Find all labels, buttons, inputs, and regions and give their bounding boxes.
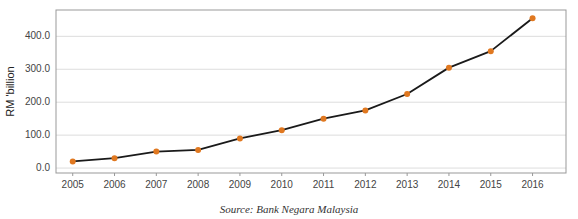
x-tick — [490, 173, 491, 176]
plot-frame — [56, 10, 566, 173]
x-tick — [114, 173, 115, 176]
grid-line — [56, 135, 566, 136]
x-tick-label: 2010 — [271, 179, 294, 190]
point — [321, 116, 327, 122]
point — [112, 155, 118, 161]
x-tick — [365, 173, 366, 176]
point — [404, 91, 410, 97]
y-axis-label: RM 'billion — [4, 66, 16, 116]
x-tick-label: 2008 — [187, 179, 210, 190]
grid-line — [56, 168, 566, 169]
x-tick — [72, 173, 73, 176]
x-tick-label: 2014 — [438, 179, 461, 190]
y-axis: 0.0 100.0 200.0 300.0 400.0 — [25, 30, 566, 173]
series — [70, 15, 536, 164]
y-tick-label: 300.0 — [25, 63, 50, 74]
x-tick-label: 2007 — [145, 179, 168, 190]
point — [153, 149, 159, 155]
point — [195, 147, 201, 153]
x-tick-label: 2015 — [480, 179, 503, 190]
point — [362, 107, 368, 113]
grid-line — [56, 69, 566, 70]
x-tick-label: 2009 — [229, 179, 252, 190]
point — [488, 48, 494, 54]
x-tick — [281, 173, 282, 176]
grid-line — [56, 36, 566, 37]
grid-line — [56, 102, 566, 103]
x-tick-label: 2005 — [62, 179, 85, 190]
x-tick — [156, 173, 157, 176]
y-tick-label: 100.0 — [25, 129, 50, 140]
point — [70, 158, 76, 164]
point — [279, 127, 285, 133]
x-tick — [532, 173, 533, 176]
x-axis: 2005 2006 2007 2008 2009 2010 2011 2012 2013 2014… — [62, 173, 545, 190]
x-tick-label: 2006 — [103, 179, 126, 190]
point — [237, 135, 243, 141]
y-tick-label: 200.0 — [25, 96, 50, 107]
x-tick — [239, 173, 240, 176]
x-tick — [448, 173, 449, 176]
source-note: Source: Bank Negara Malaysia — [220, 203, 359, 215]
x-tick-label: 2016 — [521, 179, 544, 190]
x-tick-label: 2013 — [396, 179, 419, 190]
point — [530, 15, 536, 21]
x-tick-label: 2011 — [313, 179, 335, 190]
x-tick — [198, 173, 199, 176]
y-tick-label: 0.0 — [36, 162, 50, 173]
x-tick — [407, 173, 408, 176]
line — [73, 18, 533, 161]
point — [446, 65, 452, 71]
y-tick-label: 400.0 — [25, 30, 50, 41]
chart: 0.0100.0200.0300.0400.020052006200720082… — [0, 0, 578, 219]
x-tick — [323, 173, 324, 176]
x-tick-label: 2012 — [354, 179, 377, 190]
